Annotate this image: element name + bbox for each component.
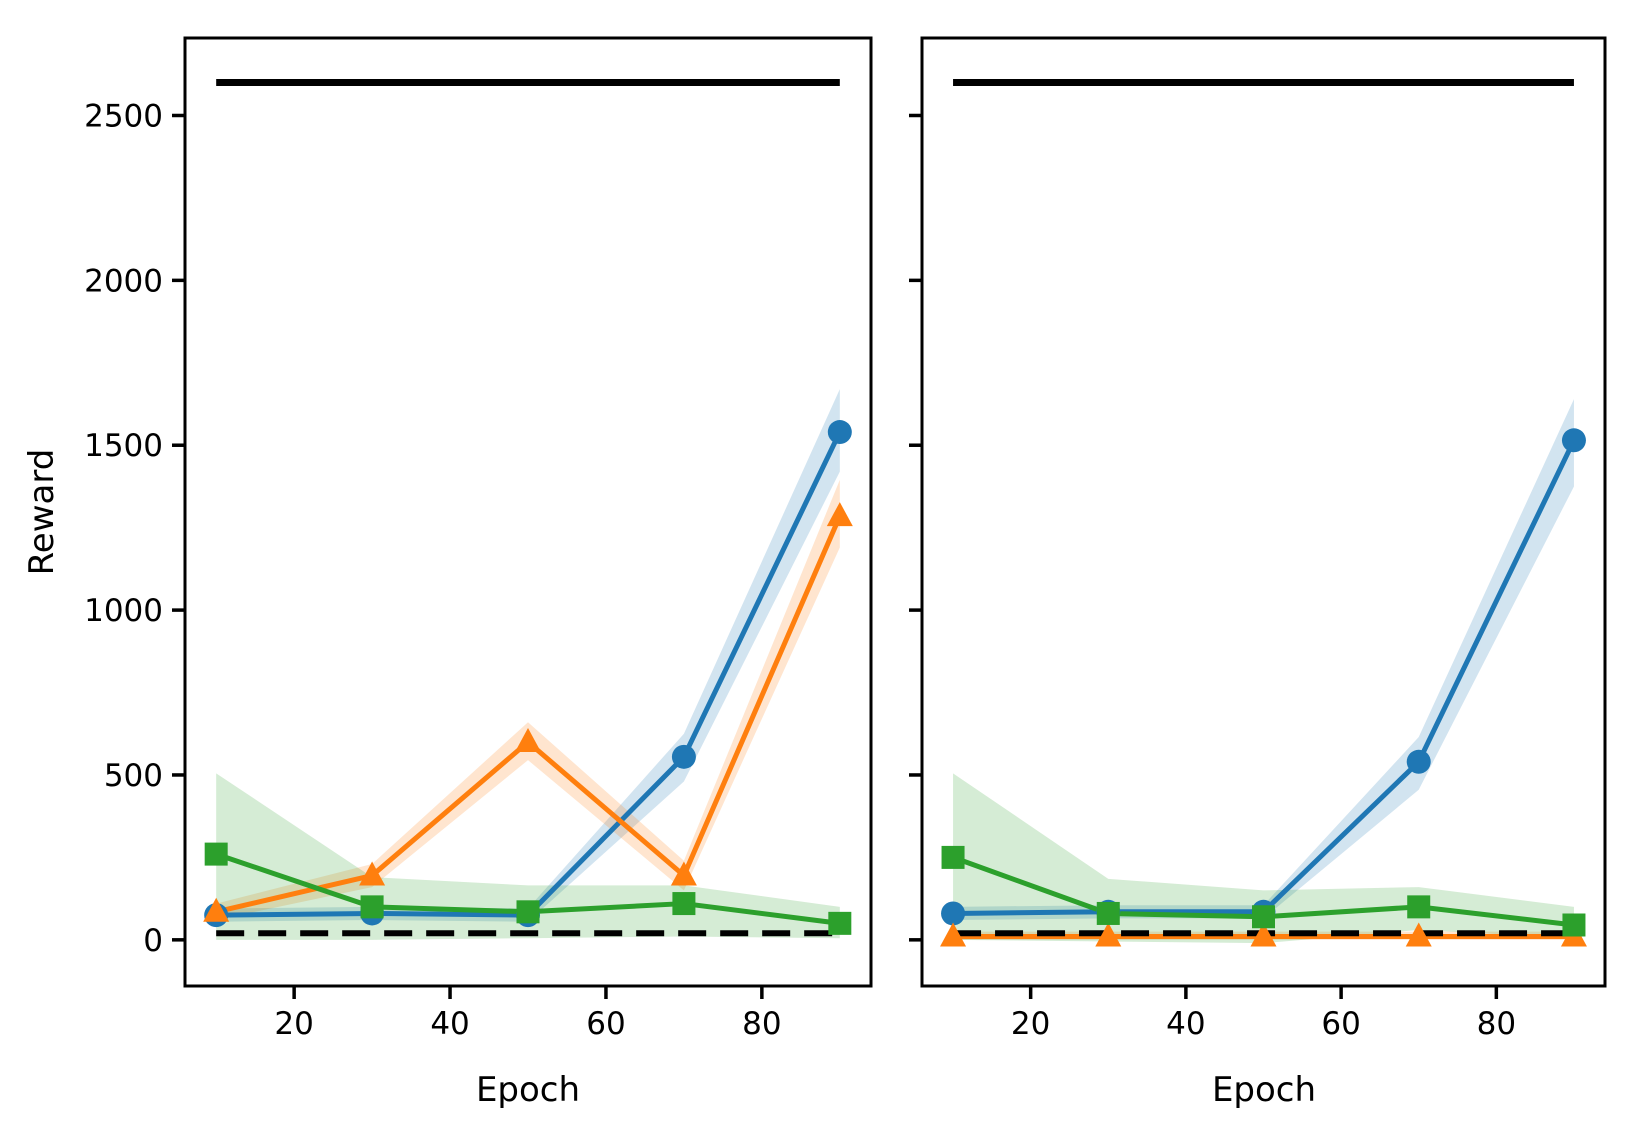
green-squares-marker: [672, 892, 696, 916]
green-squares-marker: [1252, 905, 1275, 929]
green-squares-marker: [360, 895, 384, 919]
green-squares-marker: [1096, 901, 1120, 925]
orange-triangles-marker: [940, 922, 967, 947]
x-tick-label: 20: [1011, 1006, 1050, 1042]
x-axis-label-right: Epoch: [1211, 1070, 1317, 1110]
orange-triangles-marker: [1405, 922, 1432, 947]
orange-triangles-marker: [515, 727, 541, 752]
x-tick-label: 60: [1321, 1006, 1360, 1042]
orange-triangles-marker: [826, 502, 853, 527]
y-axis-label: Reward: [22, 448, 62, 576]
green-squares-marker: [204, 842, 228, 866]
green-squares-marker: [516, 900, 540, 924]
green-squares-marker: [1562, 913, 1586, 937]
x-tick-label: 60: [586, 1006, 625, 1042]
blue-circles-marker: [941, 901, 966, 926]
blue-circles-marker: [671, 744, 696, 769]
orange-triangles-marker: [1250, 922, 1277, 947]
blue-circles-marker: [1561, 428, 1586, 453]
left-axes-box: [183, 36, 873, 988]
x-axis-label-left: Epoch: [475, 1070, 581, 1110]
x-tick-label: 40: [1166, 1006, 1205, 1042]
right-axes-box: [920, 36, 1607, 988]
green-squares-marker: [1407, 895, 1431, 919]
x-tick-label: 80: [1477, 1006, 1516, 1042]
orange-triangles-marker: [359, 861, 386, 886]
x-tick-label: 20: [274, 1006, 313, 1042]
orange-triangles-marker: [670, 861, 697, 886]
blue-circles-marker: [1406, 749, 1431, 774]
y-tick-label: 2000: [84, 263, 163, 299]
x-tick-label: 40: [430, 1006, 469, 1042]
y-tick-label: 500: [104, 758, 163, 794]
right-panel: 20 40 60 80: [909, 36, 1607, 1042]
y-tick-label: 0: [143, 923, 163, 959]
y-tick-label: 1000: [84, 593, 163, 629]
green-squares-marker: [941, 845, 965, 869]
x-tick-label: 80: [742, 1006, 781, 1042]
left-panel: 20 40 60 80 0 500 1000 1500 2000 2500: [84, 36, 873, 1042]
orange-triangles-marker: [1095, 922, 1122, 947]
blue-circles-marker: [827, 420, 852, 445]
green-squares-marker: [828, 911, 852, 935]
y-tick-label: 1500: [84, 428, 163, 464]
y-tick-label: 2500: [84, 98, 163, 134]
orange-triangles-marker: [203, 897, 230, 922]
